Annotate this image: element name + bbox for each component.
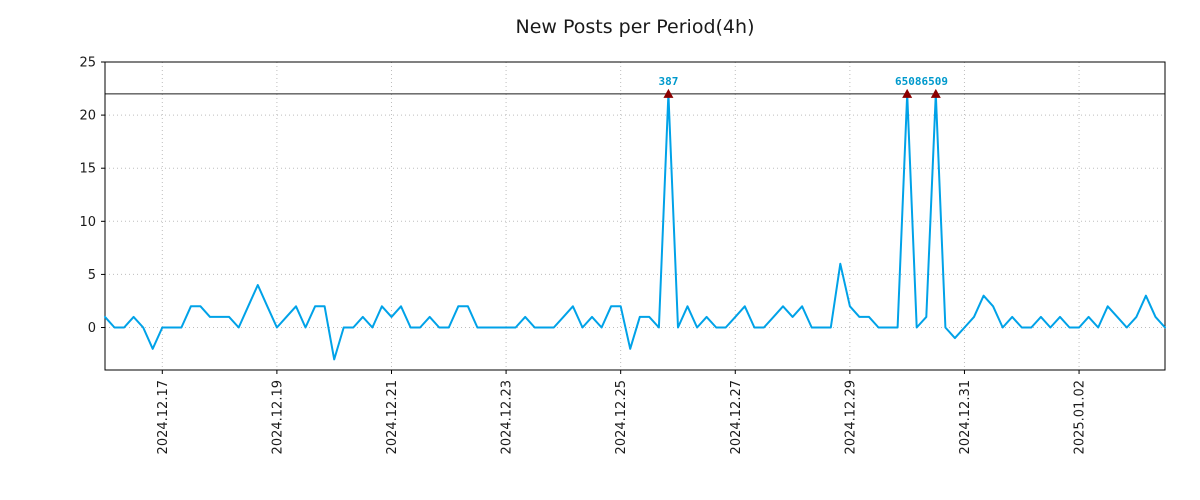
peak-marker-icon [663,88,674,98]
x-tick-label: 2024.12.25 [614,380,629,454]
peak-annotation: 387 [658,75,678,88]
data-line [104,92,1166,361]
y-tick-label: 5 [88,268,96,283]
x-tick-label: 2024.12.23 [500,380,515,454]
x-tick-label: 2025.01.02 [1073,380,1088,454]
chart-title: New Posts per Period(4h) [515,16,755,38]
y-tick-label: 0 [88,321,96,336]
y-tick-label: 15 [79,162,96,177]
peak-marker-icon [902,88,913,98]
x-tick-label: 2024.12.17 [156,380,171,454]
peak-annotation: 65086509 [895,75,948,88]
plot-border [104,61,1166,371]
x-tick-label: 2024.12.21 [385,380,400,454]
x-tick-label: 2024.12.29 [843,380,858,454]
y-tick-label: 10 [79,215,96,230]
peak-marker-icon [930,88,941,98]
y-tick-label: 20 [79,109,96,124]
y-tick-label: 25 [79,56,96,71]
x-tick-label: 2024.12.27 [729,380,744,454]
x-tick-label: 2024.12.19 [270,380,285,454]
x-tick-label: 2024.12.31 [958,380,973,454]
